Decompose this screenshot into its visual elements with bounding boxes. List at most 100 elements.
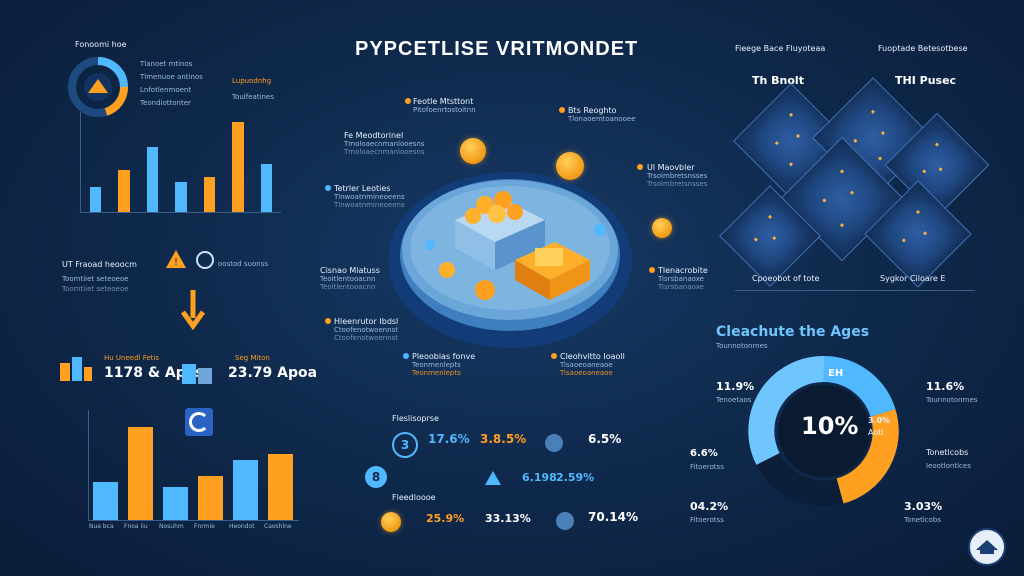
- bar-blue: [261, 164, 273, 212]
- callout-body: Teonmenlepts: [412, 361, 461, 369]
- bar-label: Heondot: [229, 523, 255, 530]
- callout-body: Ctoofenotwoennst: [334, 326, 399, 334]
- side-label: Fitoerotss: [690, 463, 724, 471]
- map-label: Th Bnolt: [752, 74, 804, 87]
- number-badge: 3: [392, 432, 418, 458]
- arrow-down-icon: [180, 290, 206, 334]
- callout-body: Ctoofenotwoennst: [334, 334, 399, 342]
- callout-body: Teonmenlepts: [412, 369, 461, 377]
- donut-sub: Tounnotonrnes: [716, 342, 768, 350]
- bullet-dot: [559, 107, 565, 113]
- stat-value: 17.6%: [428, 432, 470, 446]
- bar-orange: [198, 476, 223, 520]
- segment-label: EH: [828, 368, 844, 379]
- callout-body: Trsolmbretsnsses: [647, 172, 708, 180]
- percent-label: 6.6%: [690, 448, 718, 459]
- callout-title: Tlenacrobite: [658, 266, 708, 275]
- bullet-dot: [551, 353, 557, 359]
- callout-body: Tlnwoatnmineoeens: [334, 201, 405, 209]
- side-label: Tenoetaos: [716, 396, 752, 404]
- stat-value: 3.8.5%: [480, 432, 527, 446]
- stat-value: 2.59%: [556, 471, 595, 484]
- callout-title: Cisnao Miatuss: [320, 266, 380, 275]
- stat1-label: Hu Uneedl Fetis: [104, 354, 159, 362]
- side-label: Tounnotonrnes: [926, 396, 978, 404]
- callout-body: Trsolmbretsnsses: [647, 180, 708, 188]
- bar-orange: [203, 177, 216, 212]
- coin-icon: [556, 152, 584, 180]
- globe-icon: [196, 251, 214, 269]
- building-icon: [180, 358, 216, 388]
- callout-body: Tlnwoatnmineoeens: [334, 193, 405, 201]
- bottom-center-subheading: Fleedloooe: [392, 493, 436, 502]
- bar-blue: [146, 147, 159, 212]
- stat-value: 6.198: [522, 471, 557, 484]
- building-icon: [58, 355, 94, 385]
- top-left-bar-chart: [80, 112, 281, 213]
- bottom-center-heading: Fleslisoprse: [392, 414, 439, 423]
- coin-icon: [545, 434, 563, 452]
- side-label: Tonetlcobs: [904, 516, 942, 524]
- platform-illustration: [385, 150, 635, 350]
- callout-body: Teoitlentooacnn: [320, 283, 376, 291]
- callout-title: Hleenrutor Ibdsl: [334, 317, 399, 326]
- callout-title: Feotle Mtsttont: [413, 97, 474, 106]
- stat-value: 33.13%: [485, 512, 531, 525]
- segment-label: 3.0%: [868, 416, 891, 425]
- stat-value: 6.5%: [588, 432, 622, 446]
- callout-title: Fe Meodtorinel: [344, 131, 404, 140]
- donut-heading: Cleachute the Ages: [716, 324, 870, 340]
- page-title: PYPCETLISE VRITMONDET: [355, 38, 639, 60]
- callout-title: Tetrler Leoties: [334, 184, 391, 193]
- bullet-dot: [325, 318, 331, 324]
- legend-item: Tlanoet mtinos: [140, 60, 193, 68]
- callout-body: Tmoloaecnmanlooesns: [344, 148, 425, 156]
- triangle-icon: [484, 470, 502, 490]
- stat-value: 70.14%: [588, 510, 638, 524]
- callout-body: Tisaoeoaneaoe: [560, 361, 613, 369]
- map-label: Cpoeobot of tote: [752, 274, 820, 283]
- side-label: Tonetlcobs: [926, 448, 969, 457]
- bar-blue: [233, 459, 258, 520]
- coin-icon: [460, 138, 486, 164]
- percent-label: 11.6%: [926, 380, 965, 393]
- bar-orange: [118, 170, 130, 212]
- stat2-value: 23.79 Apoa: [228, 365, 318, 381]
- percent-label: 11.9%: [716, 380, 755, 393]
- bar-blue: [89, 187, 101, 212]
- legend-item: Lnfotlenmoent: [140, 86, 192, 94]
- bar-orange: [268, 454, 293, 520]
- map-label: THI Pusec: [895, 74, 957, 87]
- legend-item: Toulfeatines: [232, 93, 274, 101]
- callout-title: Bts Reoghto: [568, 106, 617, 115]
- gauge-icon: [66, 55, 130, 119]
- callout-body: Tlonaoemtoanooee: [568, 115, 636, 123]
- map-label: Fuoptade Betesotbese: [878, 44, 968, 53]
- bar-label: Caoshlne: [264, 523, 292, 530]
- bar-blue: [93, 481, 118, 520]
- callout-title: Pleoobias fonve: [412, 352, 476, 361]
- mid-left-sub: Toomtiiet seteoeoe: [62, 275, 129, 283]
- donut-center-value: 10%: [801, 412, 859, 440]
- side-label: Ieootlontlces: [926, 462, 971, 470]
- segment-label: Aotl: [868, 428, 884, 437]
- bar-label: Nosuhm: [159, 523, 184, 530]
- mid-left-row: UT Fraoad heoocm: [62, 260, 137, 269]
- top-left-heading: Fonoomi hoe: [75, 40, 127, 49]
- mid-left-row-right: oostod suonss: [218, 260, 269, 268]
- callout-title: Ul Maovbler: [647, 163, 695, 172]
- callout-body: Tisaoeoaneaoe: [560, 369, 613, 377]
- coin-icon: [652, 218, 672, 238]
- legend-item: Tlmenuoe antinos: [140, 73, 203, 81]
- callout-body: Tmoloaecnmanlooesns: [344, 140, 425, 148]
- callout-body: Tisrsbanaoxe: [658, 275, 704, 283]
- percent-label: 3.03%: [904, 500, 943, 513]
- bar-orange: [128, 426, 153, 520]
- bullet-dot: [403, 353, 409, 359]
- bar-label: Fnoa iiu: [124, 523, 148, 530]
- warning-icon: !: [164, 248, 188, 274]
- bullet-dot: [405, 98, 411, 104]
- callout-body: Pitofoenrtostoitnn: [413, 106, 476, 114]
- bullet-dot: [325, 185, 331, 191]
- stat-value: 25.9%: [426, 512, 465, 525]
